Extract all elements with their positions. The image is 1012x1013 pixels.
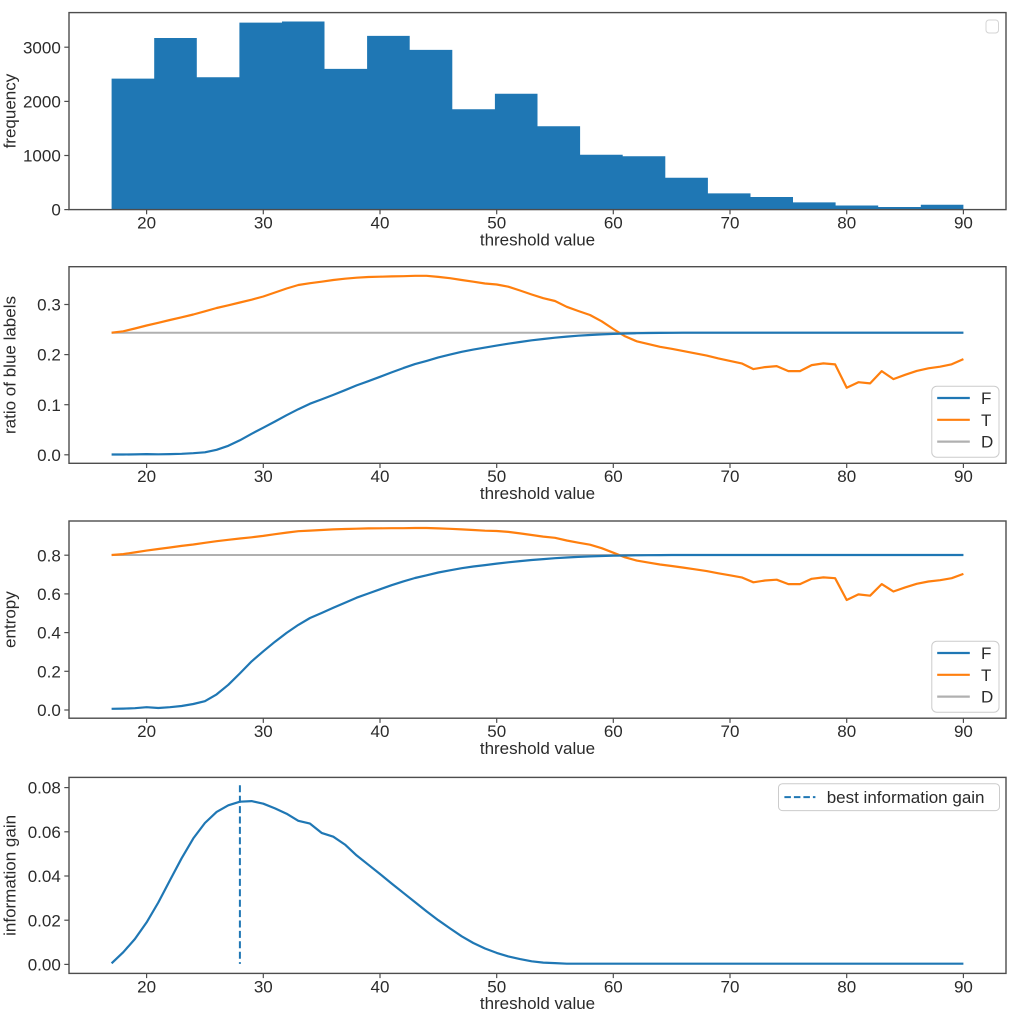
svg-text:30: 30 — [254, 722, 273, 741]
svg-text:0: 0 — [51, 201, 60, 220]
svg-text:80: 80 — [837, 722, 856, 741]
svg-text:50: 50 — [487, 214, 506, 233]
svg-text:0.2: 0.2 — [37, 662, 61, 681]
svg-text:F: F — [981, 644, 991, 663]
svg-text:T: T — [981, 666, 991, 685]
svg-text:50: 50 — [487, 722, 506, 741]
svg-text:D: D — [981, 688, 993, 707]
svg-text:0.06: 0.06 — [28, 823, 61, 842]
svg-text:20: 20 — [137, 467, 156, 486]
svg-text:2000: 2000 — [23, 93, 61, 112]
svg-text:70: 70 — [721, 467, 740, 486]
svg-text:90: 90 — [954, 214, 973, 233]
svg-text:60: 60 — [604, 214, 623, 233]
svg-text:0.2: 0.2 — [37, 346, 61, 365]
svg-text:0.4: 0.4 — [37, 624, 61, 643]
svg-text:50: 50 — [487, 467, 506, 486]
svg-text:threshold value: threshold value — [480, 739, 595, 758]
svg-text:20: 20 — [137, 722, 156, 741]
svg-text:50: 50 — [487, 977, 506, 996]
svg-text:frequency: frequency — [1, 73, 20, 148]
svg-text:1000: 1000 — [23, 147, 61, 166]
svg-text:F: F — [981, 389, 991, 408]
svg-text:0.00: 0.00 — [28, 956, 61, 975]
svg-text:D: D — [981, 433, 993, 452]
svg-text:0.3: 0.3 — [37, 296, 61, 315]
svg-text:60: 60 — [604, 467, 623, 486]
svg-text:60: 60 — [604, 722, 623, 741]
svg-text:80: 80 — [837, 214, 856, 233]
svg-text:information gain: information gain — [1, 815, 20, 936]
svg-text:0.08: 0.08 — [28, 779, 61, 798]
svg-text:80: 80 — [837, 977, 856, 996]
svg-text:40: 40 — [371, 977, 390, 996]
svg-text:40: 40 — [371, 467, 390, 486]
svg-text:ratio of blue labels: ratio of blue labels — [1, 296, 20, 434]
svg-text:T: T — [981, 411, 991, 430]
svg-text:30: 30 — [254, 214, 273, 233]
svg-text:90: 90 — [954, 722, 973, 741]
svg-text:20: 20 — [137, 214, 156, 233]
svg-text:20: 20 — [137, 977, 156, 996]
svg-text:threshold value: threshold value — [480, 230, 595, 249]
svg-text:threshold value: threshold value — [480, 484, 595, 503]
svg-text:40: 40 — [371, 214, 390, 233]
svg-text:60: 60 — [604, 977, 623, 996]
svg-text:80: 80 — [837, 467, 856, 486]
svg-text:threshold value: threshold value — [480, 994, 595, 1013]
svg-text:entropy: entropy — [1, 591, 20, 648]
svg-text:90: 90 — [954, 977, 973, 996]
svg-text:best information gain: best information gain — [827, 788, 985, 807]
svg-text:90: 90 — [954, 467, 973, 486]
svg-text:0.0: 0.0 — [37, 446, 61, 465]
svg-text:30: 30 — [254, 977, 273, 996]
svg-text:0.02: 0.02 — [28, 911, 61, 930]
svg-text:70: 70 — [721, 722, 740, 741]
svg-text:0.0: 0.0 — [37, 701, 61, 720]
svg-text:0.04: 0.04 — [28, 867, 61, 886]
svg-text:30: 30 — [254, 467, 273, 486]
svg-text:70: 70 — [721, 214, 740, 233]
svg-text:0.1: 0.1 — [37, 396, 61, 415]
svg-text:3000: 3000 — [23, 38, 61, 57]
svg-text:70: 70 — [721, 977, 740, 996]
svg-text:0.6: 0.6 — [37, 585, 61, 604]
svg-text:40: 40 — [371, 722, 390, 741]
svg-text:0.8: 0.8 — [37, 546, 61, 565]
